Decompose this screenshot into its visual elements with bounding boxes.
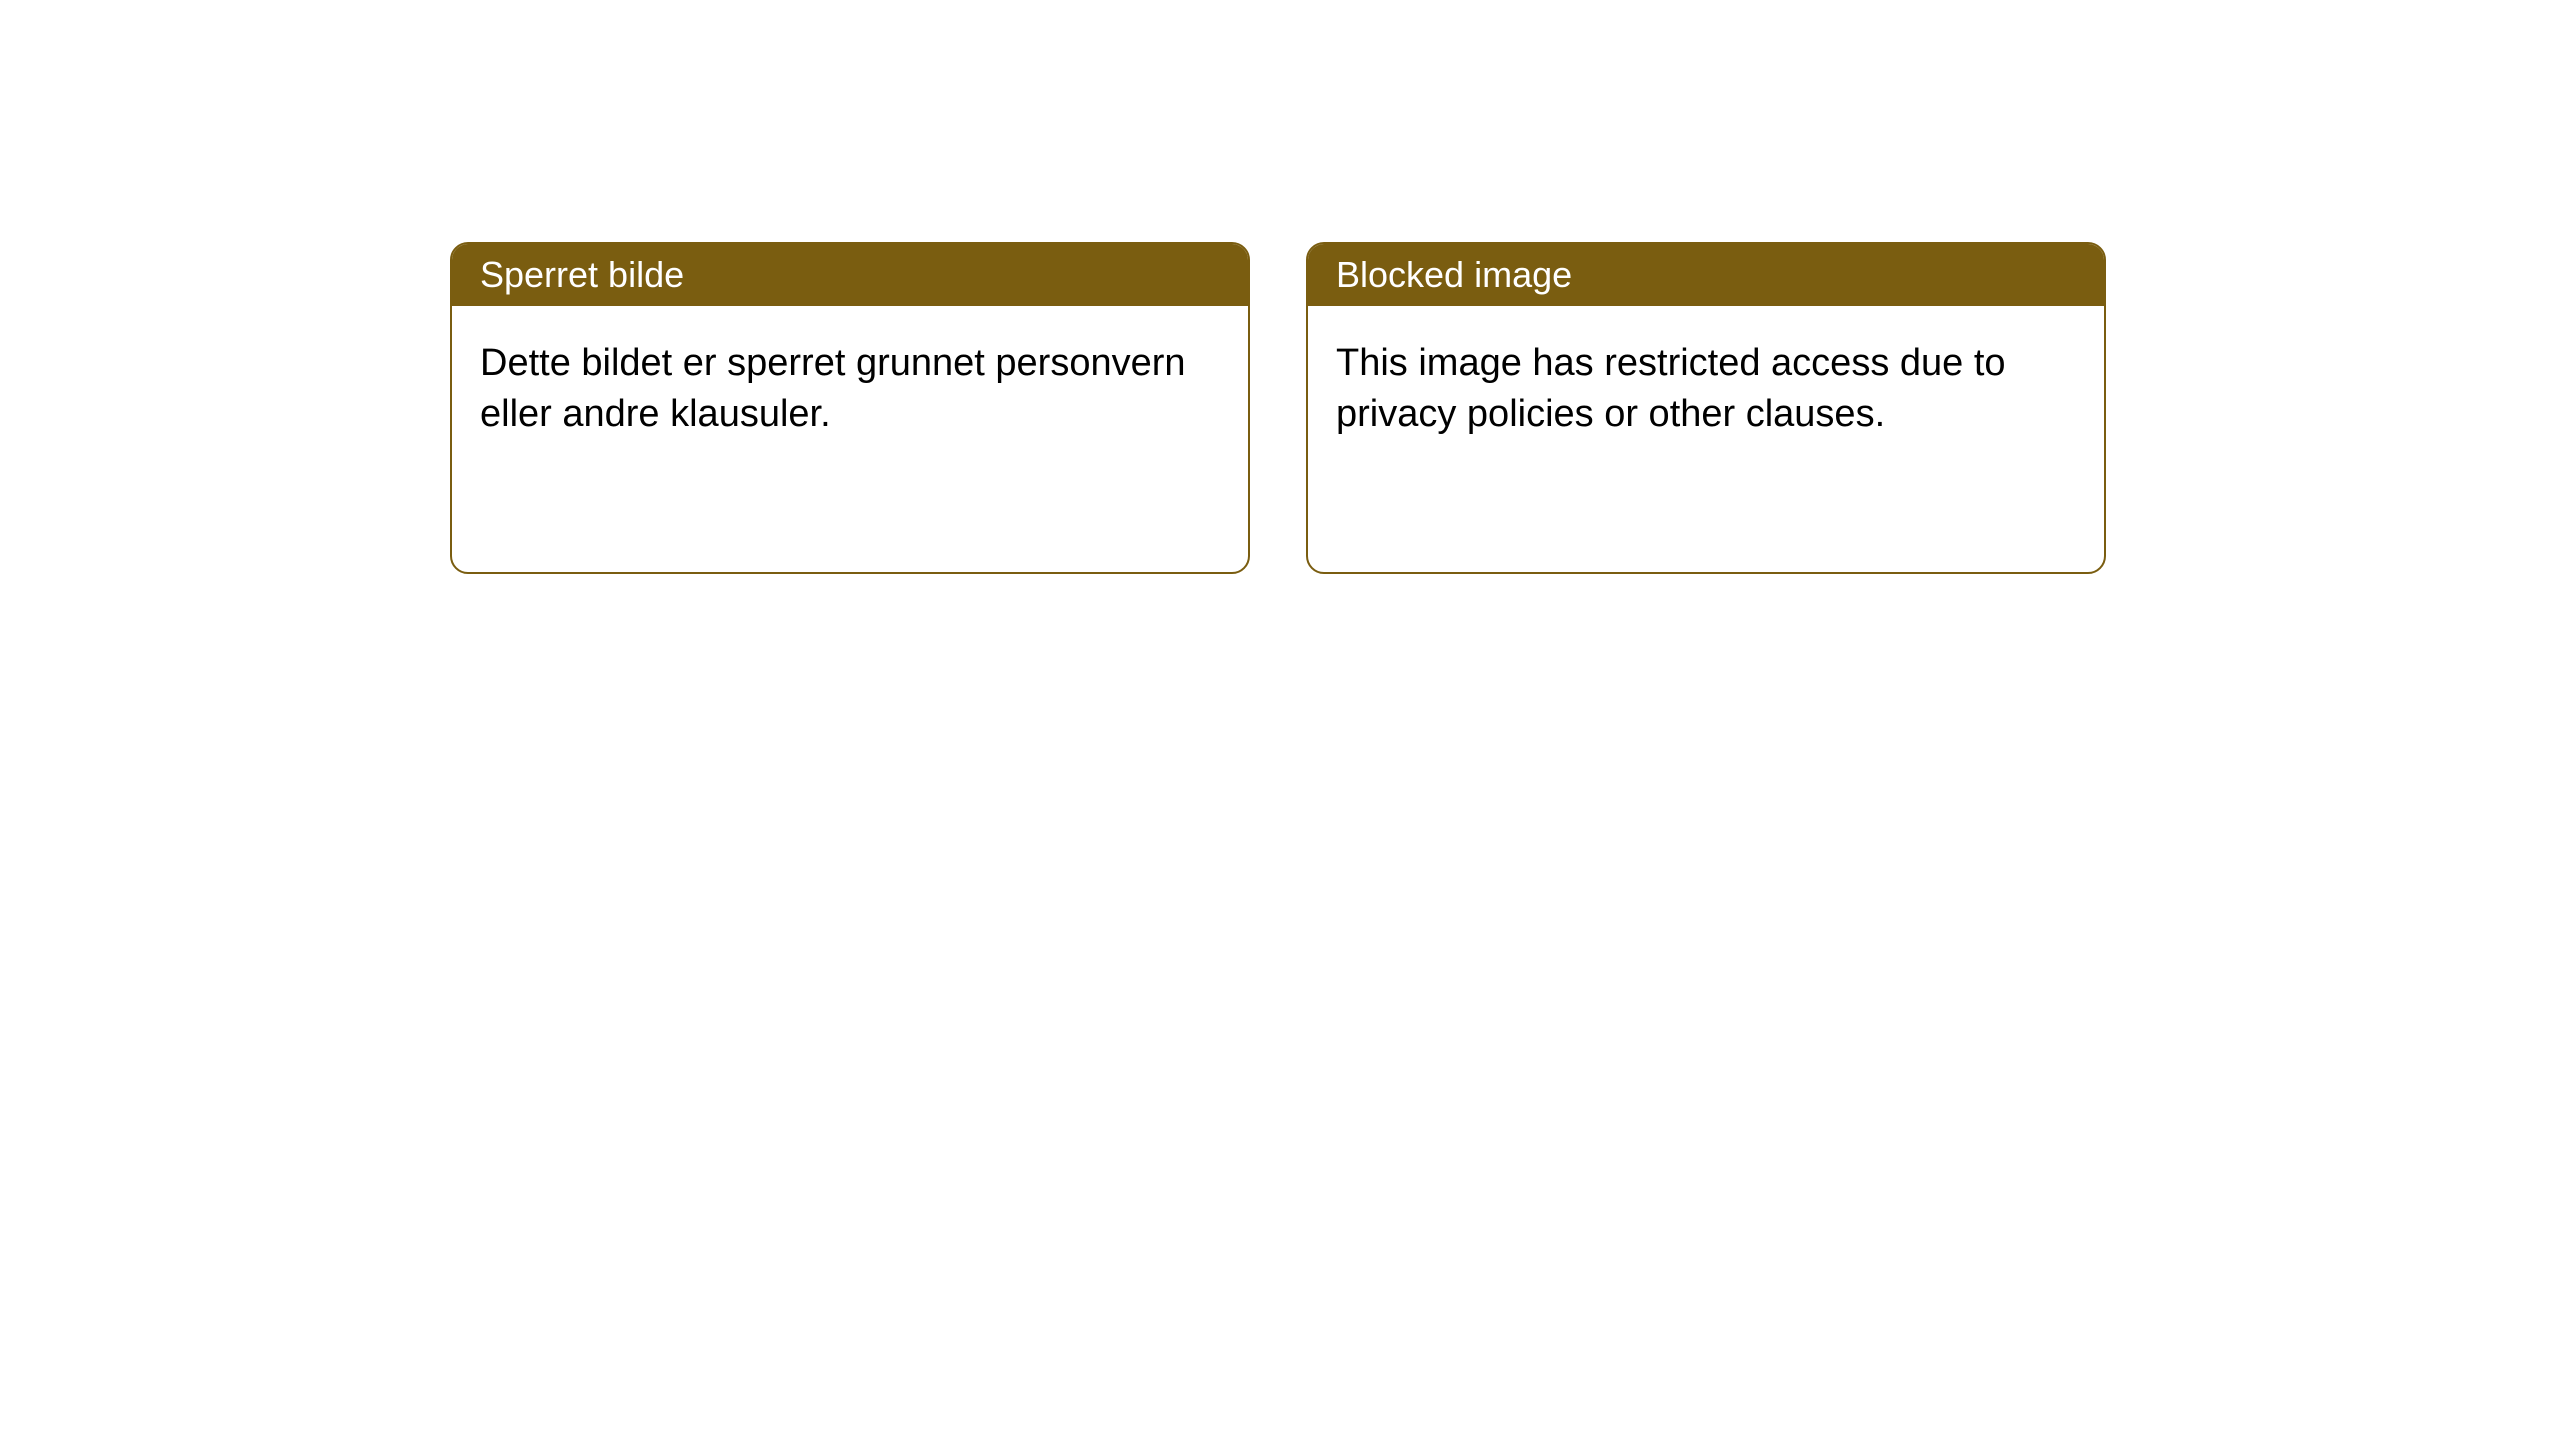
notice-card-english: Blocked image This image has restricted …: [1306, 242, 2106, 574]
card-title: Sperret bilde: [480, 254, 684, 295]
card-message: Dette bildet er sperret grunnet personve…: [480, 342, 1186, 435]
card-title: Blocked image: [1336, 254, 1572, 295]
notice-card-norwegian: Sperret bilde Dette bildet er sperret gr…: [450, 242, 1250, 574]
card-header-norwegian: Sperret bilde: [452, 244, 1248, 306]
card-header-english: Blocked image: [1308, 244, 2104, 306]
card-body-norwegian: Dette bildet er sperret grunnet personve…: [452, 306, 1248, 473]
card-body-english: This image has restricted access due to …: [1308, 306, 2104, 473]
card-message: This image has restricted access due to …: [1336, 342, 2006, 435]
notice-cards-container: Sperret bilde Dette bildet er sperret gr…: [450, 242, 2106, 574]
